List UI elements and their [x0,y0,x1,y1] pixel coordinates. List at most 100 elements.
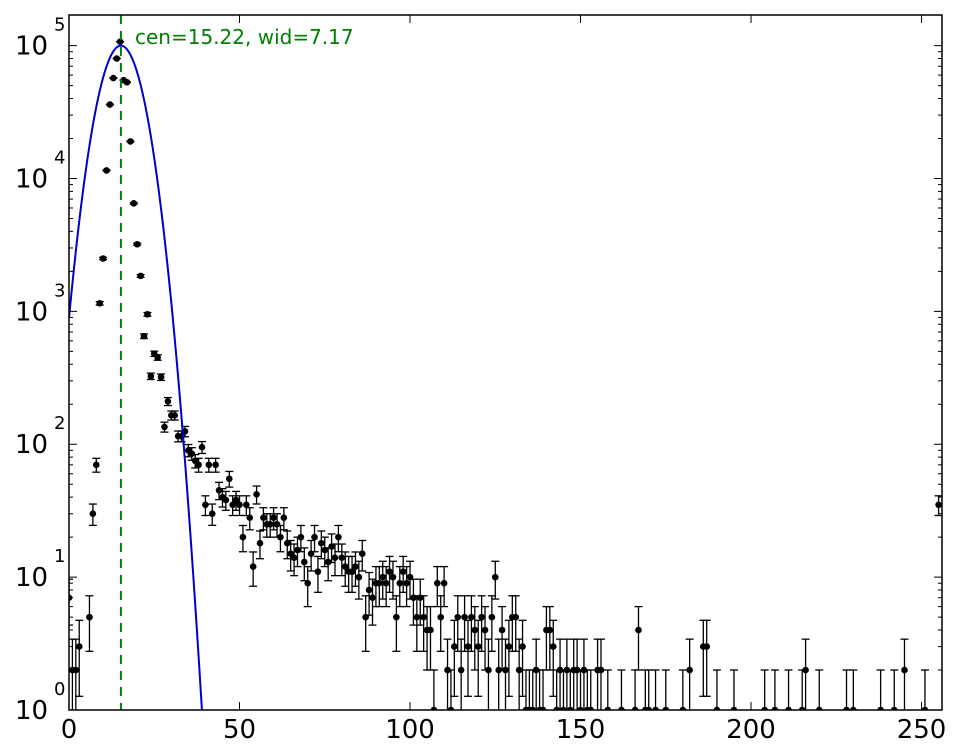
data-point [75,643,83,650]
data-point [376,579,383,587]
data-point [618,706,625,710]
data-point [103,167,110,174]
data-point [481,626,489,634]
data-point [212,461,219,469]
y-tick-exponent: 0 [54,679,65,700]
data-point [236,501,243,509]
x-tick-label: 200 [726,715,776,745]
data-point [283,539,291,547]
data-point [277,533,284,541]
data-point [232,496,240,504]
data-point [935,501,942,509]
data-point [771,706,779,710]
data-point [485,666,492,674]
data-point [116,38,124,46]
data-point [318,539,325,547]
data-point [229,501,236,509]
data-point [154,354,161,361]
data-point [785,706,792,710]
data-point [645,706,653,710]
data-point [369,594,376,602]
data-point [256,539,264,547]
y-tick-base: 10 [15,563,48,593]
data-point [389,573,397,581]
data-point [427,626,434,634]
data-point [921,706,929,710]
data-point [420,613,427,621]
y-tick-base: 10 [15,32,48,62]
plot-frame [68,14,943,711]
data-point [474,643,482,650]
data-point [106,101,114,108]
data-point [382,579,390,587]
data-point [246,514,254,522]
data-point [144,311,151,318]
data-point [679,706,687,710]
data-point [546,626,554,634]
data-point [86,613,93,621]
data-point [464,643,472,650]
data-point [331,554,339,562]
data-point [802,666,809,674]
data-point [396,579,404,587]
y-tick-base: 10 [15,430,48,460]
y-tick-exponent: 1 [54,546,65,567]
data-point [379,573,387,581]
data-point [393,613,400,621]
data-point [686,666,693,674]
data-point [130,200,138,207]
data-point [440,579,448,587]
data-point [890,706,898,710]
data-point [113,55,121,62]
x-tick-label: 150 [556,715,606,745]
data-point [137,272,144,280]
data-point [498,626,506,634]
data-point [519,643,526,650]
data-point [243,501,250,509]
data-point [253,491,260,498]
data-point [413,613,421,621]
data-point [850,706,857,710]
data-point [553,706,560,710]
y-tick-exponent: 3 [54,280,65,301]
data-point [311,533,318,541]
data-point [290,554,298,562]
x-tick-label: 0 [61,715,78,745]
data-point [328,543,335,550]
data-point [270,514,277,522]
data-point [468,613,475,621]
x-tick-label: 50 [223,715,256,745]
plot-content [69,15,942,710]
data-point [505,643,513,650]
data-point [652,706,659,710]
data-point [761,706,768,710]
data-point [815,706,823,710]
data-point [164,398,172,405]
data-point [266,520,274,528]
data-point [127,138,134,145]
gaussian-fit-curve [69,44,203,710]
data-point [222,496,230,504]
data-point [365,586,373,594]
data-point [225,475,233,483]
data-point [529,706,537,710]
y-tick-exponent: 5 [54,15,65,36]
y-tick-base: 10 [15,297,48,327]
data-point [843,706,850,710]
data-point [662,706,670,710]
data-point [89,510,97,518]
data-point [72,666,80,674]
fit-annotation: cen=15.22, wid=7.17 [135,25,354,49]
data-point [341,563,349,570]
data-point [901,666,908,674]
data-point [161,423,168,431]
data-point [239,533,247,541]
data-point [280,514,288,522]
data-point [195,461,202,469]
data-point [123,78,131,86]
data-point [358,550,366,558]
data-point [604,706,612,710]
data-point [171,412,179,419]
data-point [549,643,557,650]
